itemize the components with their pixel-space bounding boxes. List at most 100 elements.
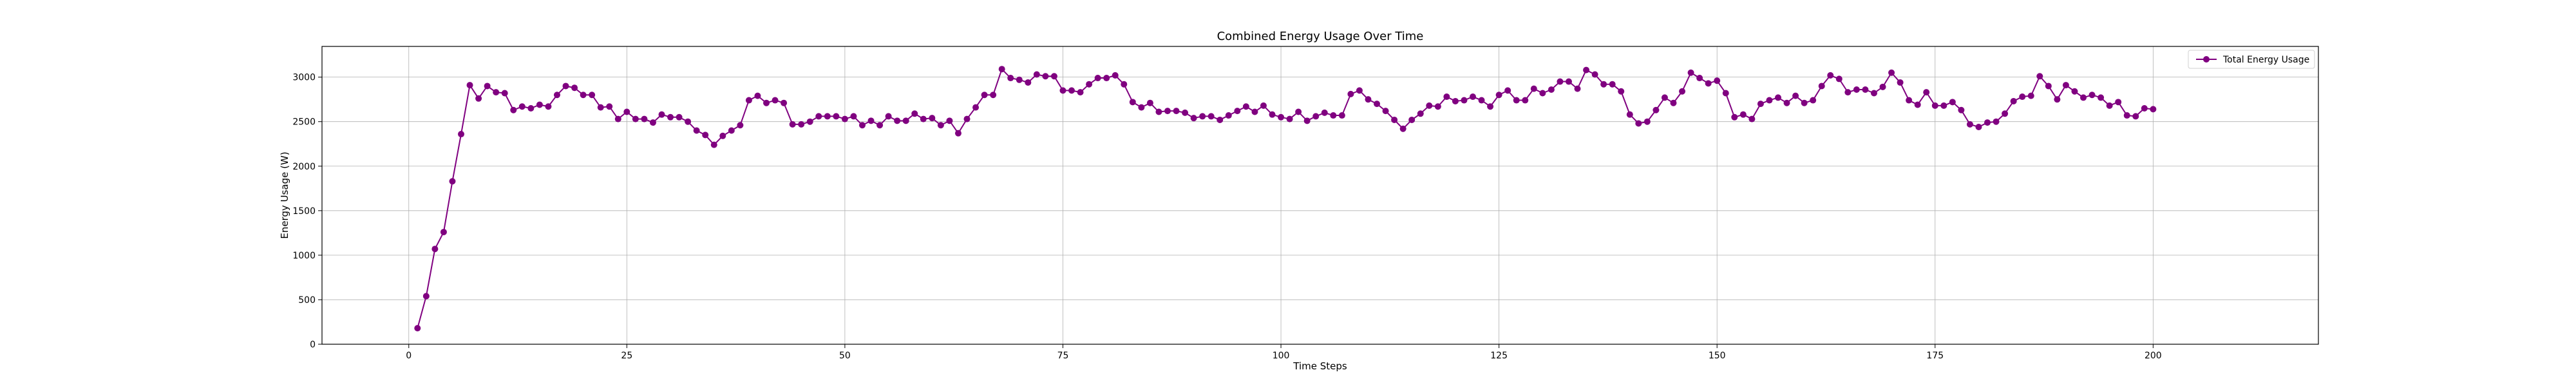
- data-point: [1853, 86, 1860, 93]
- chart-title: Combined Energy Usage Over Time: [1217, 30, 1424, 43]
- data-point: [1600, 81, 1607, 88]
- data-point: [702, 132, 709, 139]
- data-point: [902, 117, 909, 124]
- data-point: [2036, 73, 2043, 80]
- data-point: [431, 246, 439, 253]
- data-point: [422, 293, 430, 300]
- data-point: [1722, 90, 1729, 97]
- y-tick-label: 2000: [292, 162, 316, 172]
- data-point: [1399, 125, 1406, 132]
- x-tick-label: 25: [621, 351, 632, 361]
- y-axis-label: Energy Usage (W): [279, 151, 290, 239]
- legend: Total Energy Usage: [2188, 50, 2315, 69]
- data-point: [1696, 75, 1703, 82]
- data-point: [1731, 113, 1738, 121]
- data-point: [745, 97, 752, 104]
- data-point: [1775, 94, 1782, 101]
- data-point: [1068, 87, 1075, 94]
- data-point: [1182, 109, 1189, 116]
- x-tick-label: 150: [1709, 351, 1726, 361]
- data-series: [414, 66, 2157, 332]
- data-point: [1417, 110, 1424, 117]
- data-point: [1303, 117, 1311, 124]
- axis-ticks: 0 25 50 75 100 125 150 175 200050010001500200025…: [292, 73, 2161, 361]
- data-point: [1879, 83, 1886, 90]
- data-point: [1757, 101, 1764, 108]
- data-point: [876, 122, 884, 129]
- data-point: [2132, 113, 2139, 120]
- data-point: [929, 115, 936, 122]
- data-point: [1618, 88, 1625, 95]
- data-point: [1687, 69, 1694, 76]
- data-point: [2045, 83, 2052, 90]
- data-point: [1452, 97, 1459, 104]
- data-point: [1391, 116, 1398, 123]
- data-point: [728, 127, 735, 134]
- data-point: [1330, 112, 1337, 119]
- data-point: [1792, 92, 1799, 99]
- data-point: [737, 122, 744, 129]
- data-point: [1338, 112, 1345, 119]
- data-point: [693, 127, 700, 134]
- x-tick-label: 125: [1490, 351, 1508, 361]
- data-point: [1077, 89, 1084, 96]
- data-point: [710, 141, 717, 148]
- data-point: [1565, 78, 1572, 85]
- data-point: [867, 117, 875, 124]
- data-point: [798, 121, 805, 128]
- data-point: [1146, 99, 1153, 106]
- data-point: [1164, 108, 1171, 115]
- data-point: [667, 113, 674, 121]
- data-point: [858, 122, 866, 129]
- data-point: [1242, 103, 1249, 110]
- data-point: [1984, 119, 1991, 126]
- data-point: [571, 84, 578, 92]
- data-point: [972, 104, 980, 111]
- data-point: [597, 104, 604, 111]
- y-tick-label: 3000: [292, 73, 316, 83]
- data-point: [920, 115, 927, 122]
- data-point: [589, 92, 596, 99]
- x-tick-label: 50: [839, 351, 851, 361]
- data-point: [1155, 108, 1162, 115]
- data-point: [1278, 113, 1285, 121]
- data-point: [1661, 94, 1668, 101]
- data-point: [2062, 82, 2069, 89]
- data-point: [493, 89, 500, 96]
- data-point: [1112, 72, 1119, 79]
- legend-box: [2188, 50, 2315, 69]
- data-point: [518, 103, 526, 110]
- data-point: [1033, 71, 1040, 78]
- data-point: [2002, 110, 2009, 117]
- y-tick-label: 0: [310, 340, 316, 350]
- data-point: [1522, 97, 1529, 104]
- data-point: [1923, 89, 1930, 96]
- data-point: [781, 99, 788, 106]
- data-point: [789, 121, 796, 128]
- data-point: [894, 117, 901, 124]
- data-point: [2027, 92, 2034, 99]
- data-point: [1461, 97, 1468, 104]
- data-point: [1609, 81, 1616, 88]
- data-point: [1906, 97, 1913, 104]
- data-point: [1714, 77, 1721, 84]
- data-point: [1269, 111, 1276, 118]
- data-point: [1530, 85, 1537, 92]
- data-point: [1931, 102, 1938, 109]
- data-point: [1487, 103, 1494, 110]
- data-point: [1888, 69, 1895, 76]
- data-point: [1679, 88, 1686, 95]
- data-point: [2019, 93, 2026, 101]
- data-point: [2010, 97, 2017, 104]
- data-point: [1286, 115, 1293, 122]
- data-point: [1208, 113, 1215, 120]
- data-point: [1801, 99, 1808, 106]
- data-point: [2054, 96, 2061, 103]
- data-point: [1347, 90, 1354, 97]
- data-point: [562, 83, 569, 90]
- data-point: [1434, 103, 1441, 110]
- data-point: [1643, 118, 1651, 125]
- data-point: [1408, 116, 1416, 123]
- data-point: [1835, 75, 1842, 83]
- data-point: [545, 103, 552, 110]
